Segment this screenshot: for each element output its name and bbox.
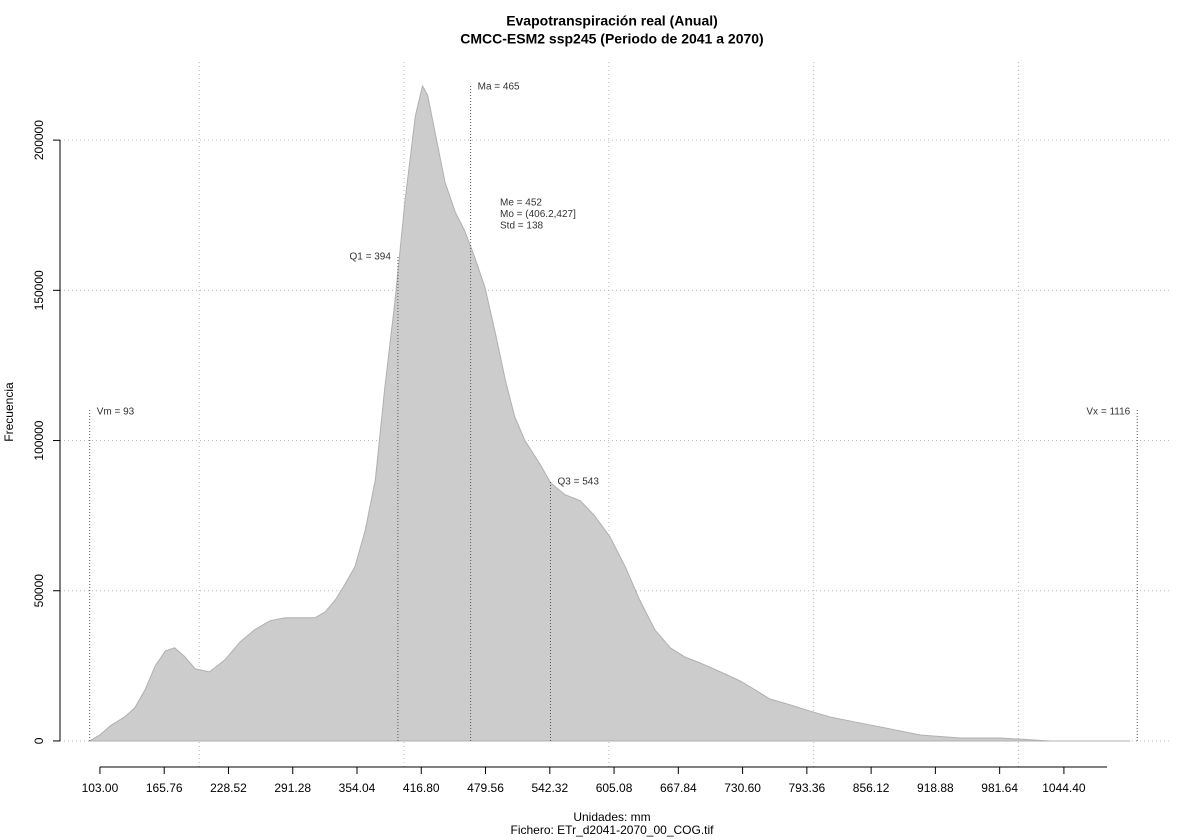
x-tick-label: 605.08: [596, 781, 633, 795]
x-tick-label: 165.76: [146, 781, 183, 795]
marker-label: Vm = 93: [97, 407, 135, 418]
density-area: [87, 84, 1131, 742]
y-axis-label: Frecuencia: [2, 382, 16, 442]
marker-label: Ma = 465: [478, 82, 520, 93]
marker-label: Q1 = 394: [349, 252, 391, 263]
y-tick-label: 150000: [32, 270, 46, 310]
x-axis-label: Unidades: mm: [573, 810, 650, 824]
x-tick-label: 667.84: [660, 781, 697, 795]
stat-label: Mo = (406.2,427]: [500, 209, 576, 220]
x-tick-label: 1044.40: [1042, 781, 1086, 795]
x-tick-label: 542.32: [531, 781, 568, 795]
marker-label: Vx = 1116: [1086, 407, 1130, 418]
x-tick-label: 479.56: [467, 781, 504, 795]
stat-label: Me = 452: [500, 198, 542, 209]
chart-subtitle: CMCC-ESM2 ssp245 (Periodo de 2041 a 2070…: [460, 31, 763, 47]
y-tick-label: 50000: [32, 574, 46, 608]
x-tick-label: 291.28: [274, 781, 311, 795]
x-tick-label: 856.12: [853, 781, 890, 795]
y-tick-label: 100000: [32, 420, 46, 460]
y-tick-label: 0: [32, 737, 46, 744]
x-tick-label: 416.80: [403, 781, 440, 795]
x-tick-label: 793.36: [789, 781, 826, 795]
marker-label: Q3 = 543: [557, 477, 599, 488]
stat-label: Std = 138: [500, 221, 544, 232]
x-tick-label: 981.64: [981, 781, 1018, 795]
chart-title: Evapotranspiración real (Anual): [506, 13, 718, 29]
x-tick-label: 730.60: [724, 781, 761, 795]
x-tick-label: 354.04: [339, 781, 376, 795]
x-tick-label: 103.00: [82, 781, 119, 795]
x-tick-label: 228.52: [210, 781, 247, 795]
x-tick-label: 918.88: [917, 781, 954, 795]
caption: Fichero: ETr_d2041-2070_00_COG.tif: [511, 823, 715, 837]
y-tick-label: 200000: [32, 120, 46, 160]
